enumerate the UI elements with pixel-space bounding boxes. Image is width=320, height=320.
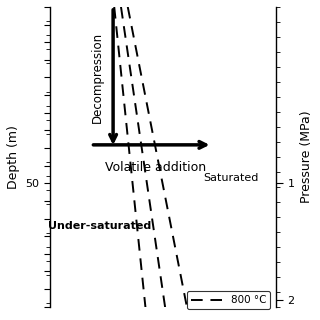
Text: Saturated: Saturated [203,173,258,183]
Text: Volatile addition: Volatile addition [105,161,206,174]
Y-axis label: Pressure (MPa): Pressure (MPa) [300,110,313,203]
Text: Decompression: Decompression [91,32,104,123]
Y-axis label: Depth (m): Depth (m) [7,125,20,189]
Text: Under-saturated: Under-saturated [48,221,151,231]
Legend: 800 °C: 800 °C [187,291,270,309]
